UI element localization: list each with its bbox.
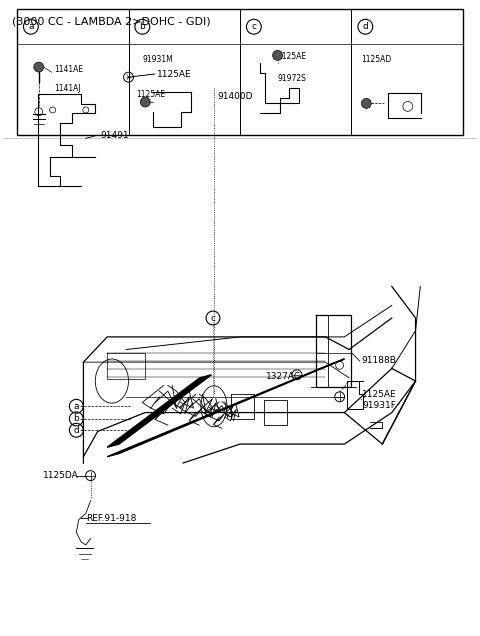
Text: a: a xyxy=(73,402,79,411)
Text: 1141AE: 1141AE xyxy=(55,65,84,74)
Bar xyxy=(17,9,463,135)
Text: 91972S: 91972S xyxy=(277,74,306,83)
Text: 91931M: 91931M xyxy=(143,55,174,64)
Text: REF.91-918: REF.91-918 xyxy=(86,514,136,523)
Text: c: c xyxy=(210,314,216,322)
Circle shape xyxy=(273,50,283,60)
Text: 1125AE: 1125AE xyxy=(157,69,192,78)
Text: b: b xyxy=(140,22,145,31)
Text: a: a xyxy=(28,22,34,31)
Circle shape xyxy=(34,62,44,72)
Text: (3000 CC - LAMBDA 2>DOHC - GDI): (3000 CC - LAMBDA 2>DOHC - GDI) xyxy=(12,17,211,27)
Text: 91491: 91491 xyxy=(100,130,129,140)
Text: 1125AE: 1125AE xyxy=(362,391,396,399)
Circle shape xyxy=(361,99,371,108)
Text: 1125DA: 1125DA xyxy=(43,471,79,480)
Text: d: d xyxy=(362,22,368,31)
Polygon shape xyxy=(107,359,344,457)
Text: 1125AD: 1125AD xyxy=(361,55,392,64)
Text: d: d xyxy=(73,425,79,435)
Text: 91931F: 91931F xyxy=(362,401,396,410)
Text: 91188B: 91188B xyxy=(361,356,396,365)
Text: c: c xyxy=(252,22,256,31)
Circle shape xyxy=(140,97,150,107)
Text: 91400D: 91400D xyxy=(217,92,253,100)
Text: 1125AE: 1125AE xyxy=(277,53,307,62)
Text: 1141AJ: 1141AJ xyxy=(55,84,81,93)
Text: 1327AC: 1327AC xyxy=(266,372,301,381)
Polygon shape xyxy=(107,375,212,447)
Text: 1125AE: 1125AE xyxy=(136,90,166,99)
Text: b: b xyxy=(73,415,79,424)
